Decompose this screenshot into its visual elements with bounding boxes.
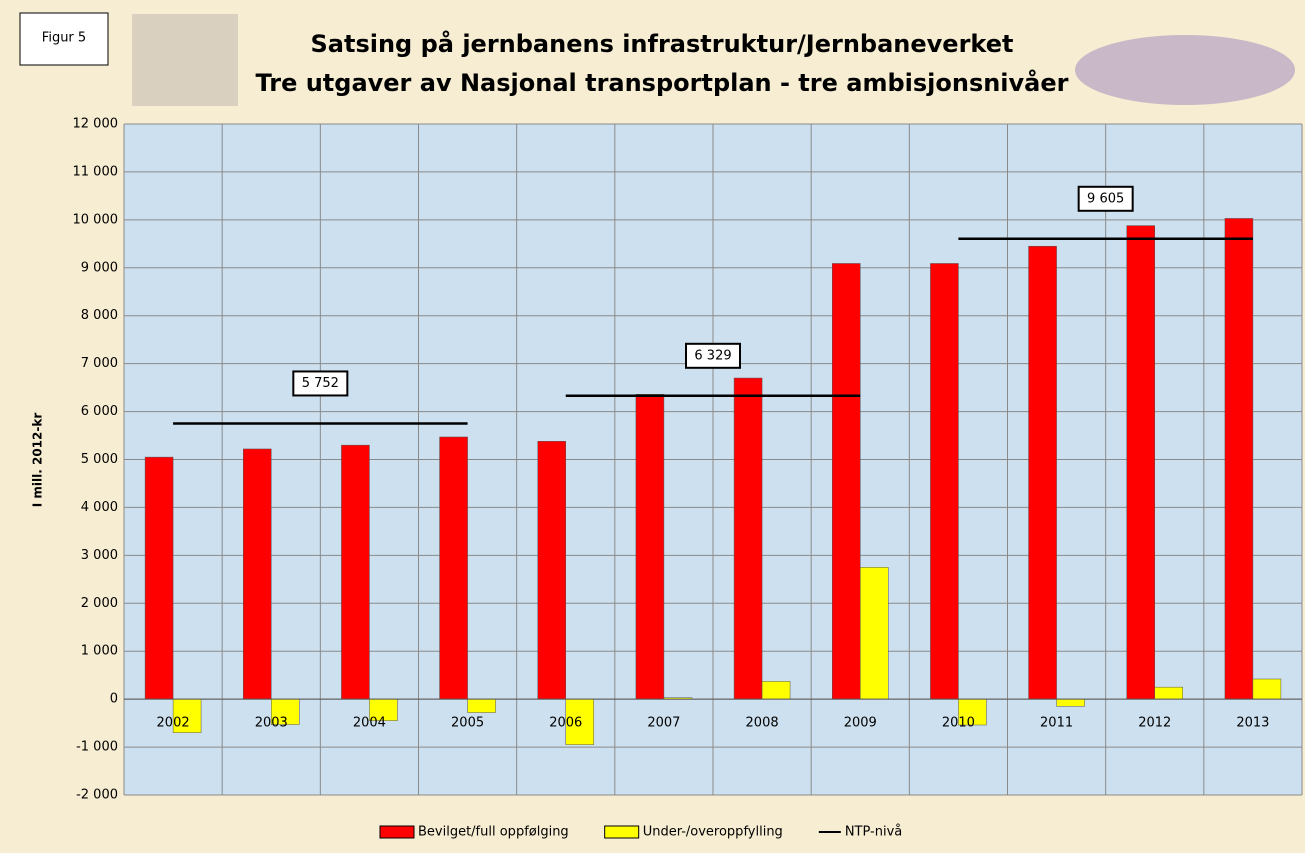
clipart-train [1075,35,1295,105]
x-tick-label: 2005 [451,716,484,731]
value-label: 9 605 [1087,191,1124,206]
legend-label: Bevilget/full oppfølging [418,825,569,840]
bar [930,263,958,699]
bar [243,449,271,699]
y-tick-label: -2 000 [76,788,118,803]
bar [1127,226,1155,700]
bar [734,378,762,699]
y-tick-label: 0 [110,692,118,707]
bar [538,441,566,699]
bar [1225,218,1253,699]
bar [1029,246,1057,699]
value-label: 5 752 [302,376,339,391]
y-tick-label: 4 000 [81,500,118,515]
bar [1253,679,1281,699]
x-tick-label: 2009 [844,716,877,731]
x-tick-label: 2008 [746,716,779,731]
bar [145,457,173,699]
chart-title: Satsing på jernbanens infrastruktur/Jern… [311,29,1014,58]
bar [762,681,790,699]
x-tick-label: 2004 [353,716,386,731]
value-label: 6 329 [694,348,731,363]
y-tick-label: 9 000 [81,260,118,275]
legend-label: Under-/overoppfylling [643,825,783,840]
y-tick-label: 6 000 [81,404,118,419]
legend-label: NTP-nivå [845,825,902,840]
legend-swatch [605,826,639,838]
y-tick-label: 5 000 [81,452,118,467]
y-tick-label: 1 000 [81,644,118,659]
figure-label: Figur 5 [42,31,86,46]
x-tick-label: 2010 [942,716,975,731]
bar [341,445,369,699]
bar [468,699,496,712]
legend-swatch [380,826,414,838]
bar [636,394,664,699]
y-tick-label: 3 000 [81,548,118,563]
x-tick-label: 2012 [1138,716,1171,731]
bar [1057,699,1085,706]
y-tick-label: 12 000 [73,117,119,132]
bar [832,263,860,699]
x-tick-label: 2013 [1236,716,1269,731]
x-tick-label: 2007 [647,716,680,731]
x-tick-label: 2011 [1040,716,1073,731]
bar [440,437,468,699]
bar [860,567,888,699]
chart: Figur 5 Satsing på jernbanens infrastruk… [0,0,1305,853]
y-tick-label: 10 000 [73,212,119,227]
x-tick-label: 2002 [157,716,190,731]
x-tick-label: 2003 [255,716,288,731]
x-tick-label: 2006 [549,716,582,731]
bar [1155,687,1183,699]
y-tick-label: 11 000 [73,164,119,179]
y-tick-label: 7 000 [81,356,118,371]
y-axis-label: I mill. 2012-kr [31,413,45,508]
chart-subtitle: Tre utgaver av Nasjonal transportplan - … [256,68,1069,97]
y-tick-label: 2 000 [81,596,118,611]
clipart-people [132,14,238,106]
y-tick-label: -1 000 [76,740,118,755]
y-tick-label: 8 000 [81,308,118,323]
